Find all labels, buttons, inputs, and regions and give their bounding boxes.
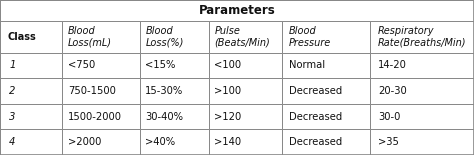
Text: Blood
Loss(%): Blood Loss(%) — [146, 26, 184, 48]
Text: 1500-2000: 1500-2000 — [68, 112, 122, 122]
Text: 30-0: 30-0 — [378, 112, 401, 122]
Text: 30-40%: 30-40% — [146, 112, 183, 122]
Bar — [209, 21, 282, 53]
Text: 14-20: 14-20 — [378, 60, 407, 71]
Bar — [209, 53, 282, 78]
Text: Normal: Normal — [289, 60, 325, 71]
Bar — [62, 104, 140, 129]
Bar — [209, 78, 282, 104]
Text: 1: 1 — [9, 60, 16, 71]
Text: >100: >100 — [214, 86, 242, 96]
Bar — [140, 53, 209, 78]
Text: Decreased: Decreased — [289, 112, 342, 122]
Bar — [370, 104, 474, 129]
Bar — [282, 78, 370, 104]
Bar — [62, 21, 140, 53]
Text: >120: >120 — [214, 112, 242, 122]
Text: <750: <750 — [68, 60, 95, 71]
Bar — [370, 53, 474, 78]
Text: >40%: >40% — [146, 137, 175, 147]
Bar — [282, 53, 370, 78]
Text: Decreased: Decreased — [289, 86, 342, 96]
Text: Respiratory
Rate(Breaths/Min): Respiratory Rate(Breaths/Min) — [378, 26, 466, 48]
Bar — [62, 78, 140, 104]
Text: <15%: <15% — [146, 60, 176, 71]
Bar — [370, 21, 474, 53]
Bar — [0, 104, 62, 129]
Bar — [209, 104, 282, 129]
Bar — [62, 129, 140, 155]
Bar — [140, 21, 209, 53]
Bar — [140, 104, 209, 129]
Text: Pulse
(Beats/Min): Pulse (Beats/Min) — [214, 26, 270, 48]
Text: >2000: >2000 — [68, 137, 101, 147]
Bar — [140, 78, 209, 104]
Bar — [140, 129, 209, 155]
Text: 20-30: 20-30 — [378, 86, 407, 96]
Text: 750-1500: 750-1500 — [68, 86, 116, 96]
Text: Blood
Loss(mL): Blood Loss(mL) — [68, 26, 112, 48]
Text: Blood
Pressure: Blood Pressure — [289, 26, 331, 48]
Bar — [0, 0, 474, 21]
Text: >140: >140 — [214, 137, 242, 147]
Bar — [62, 53, 140, 78]
Text: 4: 4 — [9, 137, 16, 147]
Bar — [282, 21, 370, 53]
Text: Class: Class — [8, 32, 36, 42]
Bar — [0, 21, 62, 53]
Text: Parameters: Parameters — [199, 4, 275, 17]
Bar — [282, 104, 370, 129]
Text: 2: 2 — [9, 86, 16, 96]
Text: 15-30%: 15-30% — [146, 86, 183, 96]
Bar — [370, 129, 474, 155]
Bar — [0, 129, 62, 155]
Text: <100: <100 — [214, 60, 242, 71]
Bar — [0, 78, 62, 104]
Bar — [282, 129, 370, 155]
Bar — [209, 129, 282, 155]
Text: 3: 3 — [9, 112, 16, 122]
Bar — [0, 53, 62, 78]
Text: >35: >35 — [378, 137, 399, 147]
Bar — [370, 78, 474, 104]
Text: Decreased: Decreased — [289, 137, 342, 147]
